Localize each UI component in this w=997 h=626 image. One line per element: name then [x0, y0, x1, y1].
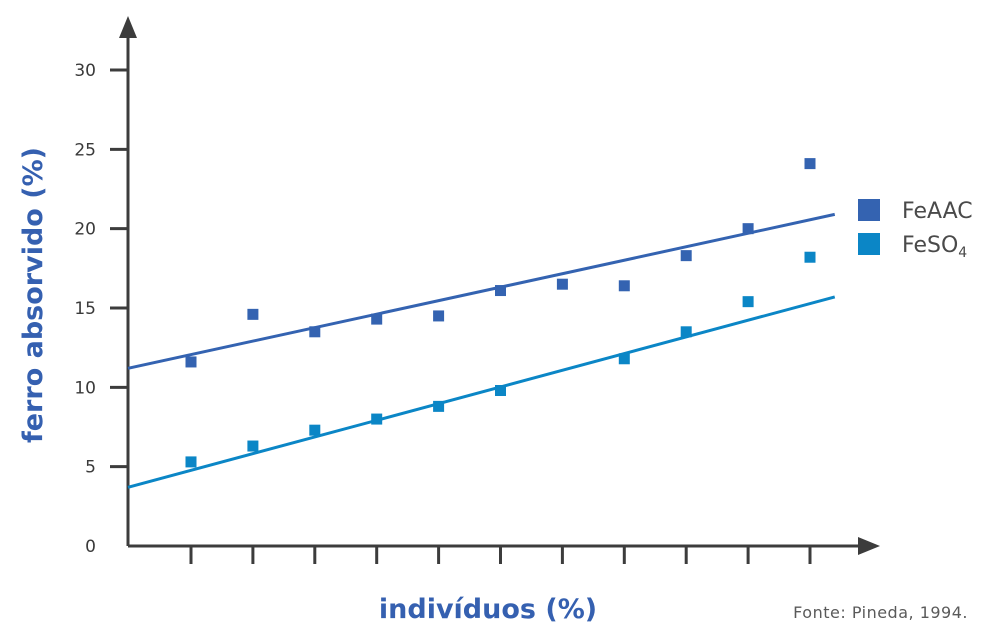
data-point-feaac: [247, 308, 259, 320]
trendline-feaac: [127, 212, 836, 370]
data-point-feaac: [618, 280, 630, 292]
y-tick-label: 5: [85, 458, 96, 478]
data-point-feso: [618, 353, 630, 365]
data-points: [185, 158, 816, 468]
y-tick-label: 15: [74, 299, 96, 319]
y-tick-label: 10: [74, 378, 96, 398]
data-point-feaac: [371, 313, 383, 325]
y-axis-title: ferro absorvido (%): [18, 147, 49, 443]
x-axis-arrow: [858, 537, 880, 555]
legend-label-feso: FeSO4: [902, 233, 967, 261]
data-point-feaac: [185, 356, 197, 368]
y-axis-arrow: [119, 16, 137, 38]
data-point-feaac: [742, 223, 754, 235]
y-tick-label: 30: [74, 61, 96, 81]
data-point-feso: [309, 424, 321, 436]
axes: 0 5 10 15 20 25 30: [74, 16, 880, 564]
data-point-feaac: [680, 250, 692, 262]
data-point-feaac: [804, 158, 816, 170]
y-tick-label: 25: [74, 140, 96, 160]
data-point-feaac: [433, 310, 445, 322]
legend-label-feaac: FeAAC: [902, 199, 973, 224]
data-point-feso: [433, 400, 445, 412]
legend-swatch-feaac: [858, 199, 880, 221]
legend-swatch-feso: [858, 233, 880, 255]
data-point-feaac: [309, 326, 321, 338]
legend: FeAAC FeSO4: [858, 199, 973, 261]
trendlines: [127, 212, 836, 489]
data-point-feso: [495, 385, 506, 397]
data-point-feso: [680, 326, 692, 338]
data-point-feso: [185, 456, 197, 468]
legend-subscript: 4: [958, 245, 967, 261]
x-axis-title: indivíduos (%): [379, 594, 597, 625]
data-point-feso: [742, 296, 754, 308]
data-point-feso: [804, 251, 816, 263]
y-tick-label: 0: [85, 537, 96, 557]
data-point-feaac: [495, 285, 506, 297]
data-point-feso: [247, 440, 259, 452]
y-tick-label: 20: [74, 220, 96, 240]
data-point-feaac: [556, 278, 568, 290]
trendline-feso: [127, 295, 836, 489]
source-note: Fonte: Pineda, 1994.: [793, 603, 968, 622]
data-point-feso: [371, 413, 383, 425]
